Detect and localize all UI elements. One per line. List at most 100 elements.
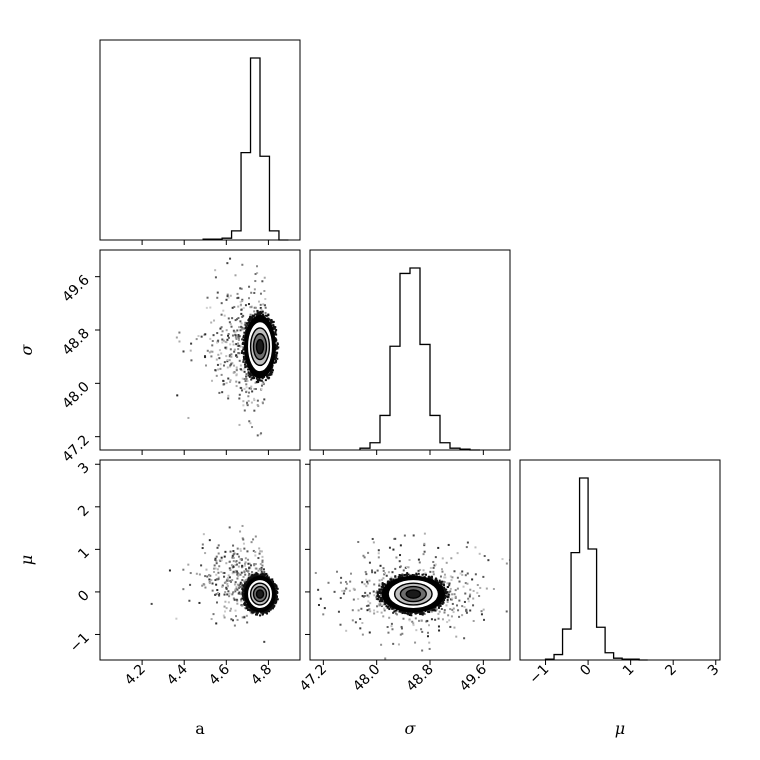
sample-point: [380, 599, 383, 602]
sample-point: [314, 571, 317, 574]
sample-point: [373, 583, 376, 586]
sample-point: [345, 587, 348, 590]
sample-point: [352, 598, 355, 601]
sample-point: [267, 314, 270, 317]
sample-point: [271, 321, 274, 324]
y-tick-label-mu: −1: [67, 630, 93, 656]
sample-point: [251, 377, 254, 380]
sample-point: [241, 597, 244, 600]
sample-point: [429, 570, 432, 573]
sample-point: [434, 609, 437, 612]
sample-point: [218, 594, 221, 597]
sample-point: [211, 589, 214, 592]
sample-point: [253, 291, 256, 294]
sample-point: [242, 589, 245, 592]
sample-point: [261, 310, 264, 313]
panel-frame-a-mu: [99, 459, 301, 661]
sample-point: [247, 297, 250, 300]
sample-point: [247, 321, 250, 324]
y-tick-label-sigma: 49.6: [59, 272, 92, 305]
sample-point: [239, 585, 242, 588]
sample-point: [216, 589, 219, 592]
sample-point: [456, 604, 459, 607]
sample-point: [225, 587, 228, 590]
sample-point: [367, 595, 370, 598]
sample-point: [249, 313, 252, 316]
sample-point: [251, 609, 254, 612]
sample-point: [250, 291, 253, 294]
sample-point: [270, 578, 273, 581]
sample-point: [242, 575, 245, 578]
sample-point: [248, 562, 251, 565]
sample-point: [251, 315, 254, 318]
sample-point: [449, 598, 452, 601]
sample-point: [407, 611, 410, 614]
sample-point: [244, 584, 247, 587]
sample-point: [243, 409, 246, 412]
sample-point: [198, 601, 201, 604]
sample-point: [421, 613, 424, 616]
sample-point: [225, 562, 228, 565]
sample-point: [441, 618, 444, 621]
sample-point: [234, 588, 237, 591]
sample-point: [240, 287, 243, 290]
sample-point: [244, 361, 247, 364]
sample-point: [259, 313, 262, 316]
sample-point: [237, 555, 240, 558]
sample-point: [226, 262, 229, 265]
sample-point: [247, 374, 250, 377]
sample-point: [254, 563, 257, 566]
sample-point: [380, 594, 383, 597]
sample-point: [422, 612, 425, 615]
sample-point: [229, 365, 232, 368]
sample-point: [272, 320, 275, 323]
sample-point: [382, 583, 385, 586]
sample-point: [254, 388, 257, 391]
sample-point: [275, 585, 278, 588]
sample-point: [262, 568, 265, 571]
sample-point: [242, 336, 245, 339]
sample-point: [223, 361, 226, 364]
sample-point: [238, 393, 241, 396]
sample-point: [426, 635, 429, 638]
sample-point: [242, 400, 245, 403]
sample-point: [464, 582, 467, 585]
sample-point: [394, 567, 397, 570]
sample-point: [274, 361, 277, 364]
sample-point: [245, 569, 248, 572]
sample-point: [274, 358, 277, 361]
sample-point: [246, 621, 249, 624]
sample-point: [400, 625, 403, 628]
sample-point: [215, 374, 218, 377]
sample-point: [451, 602, 454, 605]
sample-point: [259, 614, 262, 617]
sample-point: [381, 588, 384, 591]
sample-point: [226, 338, 229, 341]
sample-point: [341, 589, 344, 592]
sample-point: [387, 571, 390, 574]
sample-point: [412, 534, 415, 537]
sample-point: [439, 575, 442, 578]
sample-point: [189, 572, 192, 575]
sample-point: [214, 567, 217, 570]
sample-point: [275, 353, 278, 356]
sample-point: [432, 608, 435, 611]
sample-point: [237, 338, 240, 341]
sample-point: [204, 575, 207, 578]
sample-point: [418, 561, 421, 564]
sample-point: [260, 572, 263, 575]
sample-point: [250, 541, 253, 544]
sample-point: [379, 603, 382, 606]
sample-point: [406, 572, 409, 575]
scatter-panel-sigma-mu: [314, 532, 510, 660]
sample-point: [245, 326, 248, 329]
sample-point: [254, 551, 257, 554]
sample-point: [438, 629, 441, 632]
sample-point: [242, 597, 245, 600]
sample-point: [444, 592, 447, 595]
sample-point: [401, 611, 404, 614]
sample-point: [476, 584, 479, 587]
sample-point: [349, 580, 352, 583]
sample-point: [376, 590, 379, 593]
sample-point: [384, 572, 387, 575]
